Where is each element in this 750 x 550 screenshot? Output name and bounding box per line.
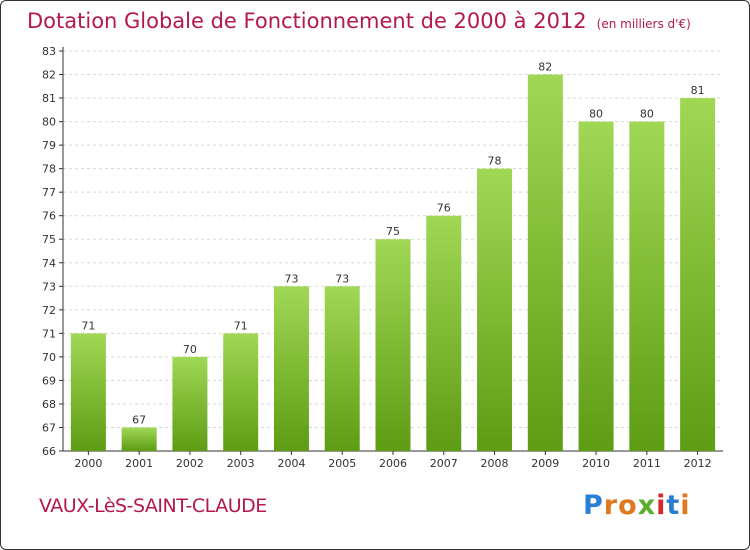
y-tick-label: 78	[42, 163, 56, 176]
y-tick-label: 82	[42, 69, 56, 82]
bar	[70, 333, 106, 451]
data-label: 70	[183, 343, 197, 356]
data-label: 73	[284, 272, 298, 285]
chart-title: Dotation Globale de Fonctionnement de 20…	[27, 9, 691, 33]
y-tick-label: 69	[42, 374, 56, 387]
logo-letter: r	[603, 490, 619, 521]
logo-letter: o	[618, 490, 638, 521]
data-label: 78	[488, 155, 502, 168]
x-tick-label: 2002	[176, 457, 204, 470]
y-tick-labels: 66 67 68 69 70 71 72 73 74 75 76 77 78 79 80 81 82 83	[42, 45, 56, 458]
y-tick-label: 81	[42, 92, 56, 105]
data-label: 75	[386, 225, 400, 238]
bar	[527, 74, 563, 451]
y-tick-label: 80	[42, 116, 56, 129]
data-label: 76	[437, 202, 451, 215]
bar	[121, 427, 157, 451]
bar	[172, 356, 208, 451]
data-label: 80	[640, 108, 654, 121]
data-label: 73	[335, 272, 349, 285]
data-labels: 71 67 70 71 73 73 75 76 78 82 80 80 81	[81, 61, 704, 427]
x-tick-label: 2009	[531, 457, 559, 470]
proxiti-logo: Proxiti	[583, 490, 691, 521]
y-tick-label: 76	[42, 210, 56, 223]
y-tick-label: 68	[42, 398, 56, 411]
bar	[223, 333, 259, 451]
y-tick-label: 83	[42, 45, 56, 58]
x-tick-label: 2003	[227, 457, 255, 470]
place-name: VAUX-LèS-SAINT-CLAUDE	[39, 495, 267, 517]
x-tick-label: 2001	[125, 457, 153, 470]
bar	[578, 121, 614, 452]
data-label: 71	[81, 319, 95, 332]
bars	[70, 74, 716, 452]
data-label: 82	[538, 61, 552, 74]
data-label: 80	[589, 108, 603, 121]
y-tick-label: 75	[42, 233, 56, 246]
bar	[324, 286, 360, 451]
bar	[375, 239, 411, 451]
chart-unit: (en milliers d'€)	[596, 17, 691, 31]
x-tick-label: 2000	[74, 457, 102, 470]
x-tick-label: 2006	[379, 457, 407, 470]
logo-letter: t	[666, 490, 681, 521]
y-tick-label: 74	[42, 257, 56, 270]
data-label: 71	[234, 319, 248, 332]
x-tick-label: 2010	[582, 457, 610, 470]
x-tick-label: 2012	[684, 457, 712, 470]
x-tick-label: 2007	[430, 457, 458, 470]
y-tick-label: 72	[42, 304, 56, 317]
bar	[426, 215, 462, 451]
bar	[629, 121, 665, 452]
data-label: 67	[132, 413, 146, 426]
bar	[477, 168, 513, 451]
logo-letter: x	[637, 490, 657, 521]
logo-letter: P	[583, 490, 604, 521]
x-tick-label: 2005	[328, 457, 356, 470]
bar	[273, 286, 309, 451]
data-label: 81	[691, 84, 705, 97]
y-tick-label: 67	[42, 421, 56, 434]
logo-letter: i	[680, 490, 691, 521]
x-tick-labels: 2000 2001 2002 2003 2004 2005 2006 2007 2008 2009…	[74, 457, 711, 470]
x-tick-label: 2004	[277, 457, 305, 470]
y-tick-label: 79	[42, 139, 56, 152]
y-tick-label: 73	[42, 280, 56, 293]
bar	[680, 98, 716, 451]
x-tick-label: 2008	[481, 457, 509, 470]
x-tick-label: 2011	[633, 457, 661, 470]
y-tick-label: 71	[42, 327, 56, 340]
y-tick-label: 70	[42, 351, 56, 364]
y-tick-label: 77	[42, 186, 56, 199]
y-tick-label: 66	[42, 445, 56, 458]
logo-letter: i	[656, 490, 667, 521]
chart-title-text: Dotation Globale de Fonctionnement de 20…	[27, 9, 587, 33]
